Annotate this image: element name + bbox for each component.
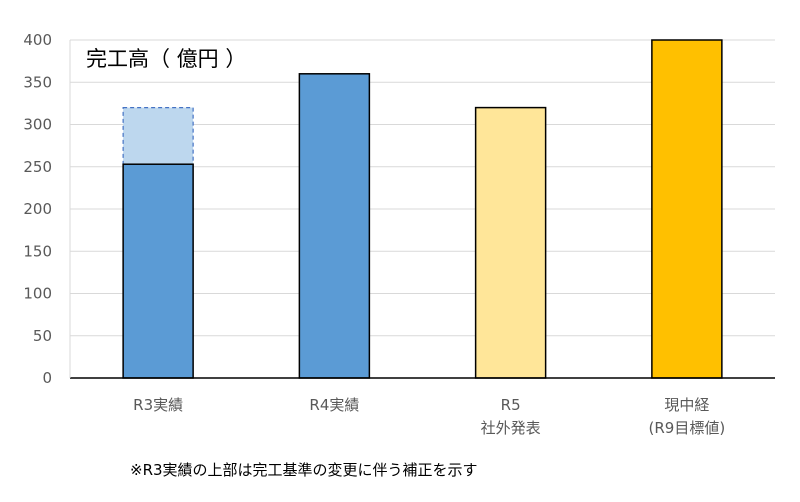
x-category-label: R3実績 bbox=[133, 396, 183, 414]
y-tick-label: 100 bbox=[23, 285, 52, 303]
axes bbox=[69, 40, 775, 379]
x-category-labels: R3実績 R4実績 R5 社外発表 現中経 (R9目標値) bbox=[133, 396, 725, 437]
bar-adjusted-upper bbox=[122, 106, 194, 165]
footnote: ※R3実績の上部は完工基準の変更に伴う補正を示す bbox=[130, 461, 478, 479]
x-category-label: R4実績 bbox=[309, 396, 359, 414]
bars bbox=[122, 39, 723, 379]
y-tick-label: 400 bbox=[23, 31, 52, 49]
x-category-label: (R9目標値) bbox=[649, 419, 726, 437]
bar bbox=[298, 73, 371, 379]
y-tick-label: 250 bbox=[23, 158, 52, 176]
y-tick-label: 200 bbox=[23, 200, 52, 218]
y-tick-label: 0 bbox=[42, 369, 52, 387]
title-background bbox=[80, 42, 268, 76]
y-tick-label: 300 bbox=[23, 116, 52, 134]
bar bbox=[651, 39, 723, 379]
bar bbox=[474, 106, 547, 379]
y-tick-labels: 0 50 100 150 200 250 300 350 400 bbox=[23, 31, 52, 387]
chart-title: 完工高（ 億円 ） bbox=[86, 47, 246, 71]
x-category-label: 社外発表 bbox=[481, 419, 541, 437]
bar bbox=[122, 163, 194, 379]
y-tick-label: 50 bbox=[33, 327, 52, 345]
y-tick-label: 150 bbox=[23, 242, 52, 260]
y-tick-label: 350 bbox=[23, 73, 52, 91]
x-category-label: 現中経 bbox=[664, 396, 709, 414]
x-category-label: R5 bbox=[501, 396, 521, 414]
